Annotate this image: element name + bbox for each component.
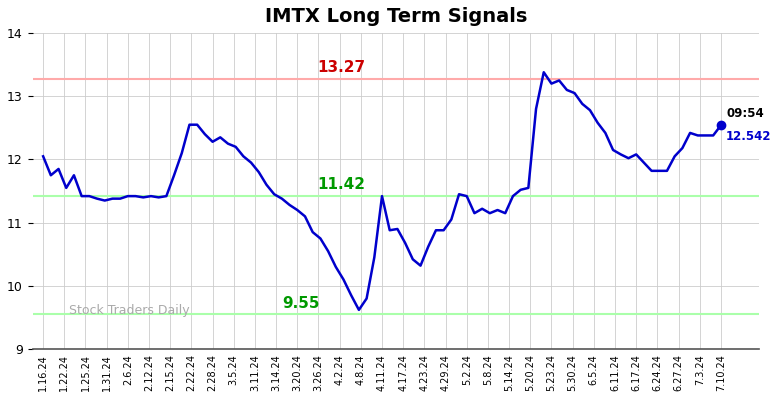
Text: 12.542: 12.542 (726, 130, 771, 143)
Text: 09:54: 09:54 (726, 107, 764, 121)
Text: 13.27: 13.27 (318, 60, 365, 75)
Title: IMTX Long Term Signals: IMTX Long Term Signals (264, 7, 527, 26)
Text: 9.55: 9.55 (282, 296, 319, 310)
Text: Stock Traders Daily: Stock Traders Daily (69, 304, 190, 318)
Text: 11.42: 11.42 (318, 178, 365, 192)
